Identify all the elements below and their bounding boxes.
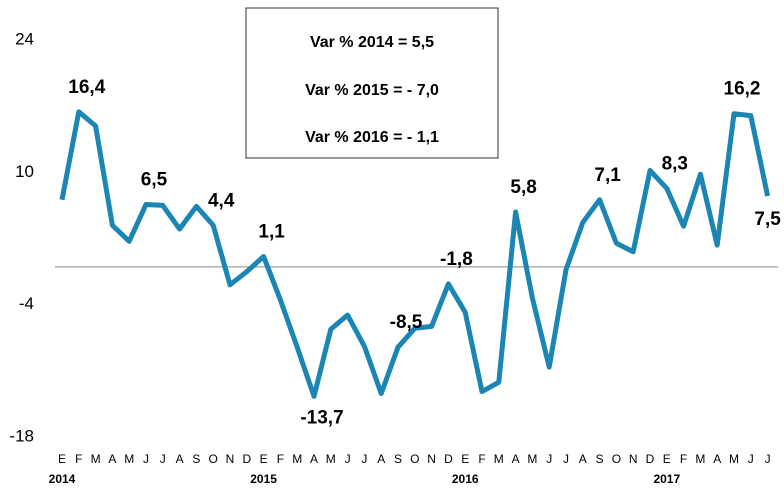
x-tick-label: N [629,452,638,466]
x-tick-label: F [478,452,485,466]
x-tick-label: E [663,452,671,466]
x-tick-label: J [345,452,351,466]
x-tick-label: A [713,452,721,466]
x-tick-label: O [612,452,621,466]
year-label: 2014 [49,472,76,486]
data-label: 4,4 [208,190,235,211]
data-label: -1,8 [440,249,473,270]
x-tick-label: F [75,452,82,466]
x-tick-label: J [361,452,367,466]
x-tick-label: A [108,452,116,466]
y-tick-label: 10 [15,162,34,181]
y-tick-label: 24 [15,29,34,48]
x-tick-label: S [192,452,200,466]
data-label: 7,5 [754,209,781,230]
annotation: Var % 2016 = - 1,1 [305,129,439,146]
year-label: 2016 [452,472,479,486]
data-label: 6,5 [141,169,168,190]
x-tick-label: F [277,452,284,466]
x-tick-label: M [326,452,336,466]
x-tick-label: J [748,452,754,466]
x-tick-label: S [394,452,402,466]
x-tick-label: J [546,452,552,466]
year-label: 2017 [653,472,680,486]
y-tick-label: -18 [9,426,34,445]
x-tick-label: J [143,452,149,466]
x-tick-label: E [260,452,268,466]
annotation: Var % 2014 = 5,5 [310,34,434,51]
x-tick-label: D [646,452,655,466]
x-tick-label: O [209,452,218,466]
x-tick-label: S [596,452,604,466]
x-tick-label: A [176,452,184,466]
data-label: 1,1 [258,221,285,242]
x-tick-label: E [461,452,469,466]
y-tick-label: -4 [19,294,34,313]
data-label: 8,3 [662,153,688,174]
data-label: -13,7 [300,407,343,428]
x-tick-label: A [310,452,318,466]
data-label: 16,2 [724,79,761,100]
x-tick-label: M [292,452,302,466]
x-tick-label: M [91,452,101,466]
x-tick-label: N [427,452,436,466]
x-tick-label: M [729,452,739,466]
year-label: 2015 [250,472,277,486]
x-tick-label: D [444,452,453,466]
data-label: 5,8 [510,177,536,198]
x-tick-label: O [410,452,419,466]
x-tick-label: M [124,452,134,466]
x-tick-label: M [494,452,504,466]
x-tick-label: A [377,452,385,466]
annotation-box [245,7,499,159]
x-tick-label: J [765,452,771,466]
data-label: 16,4 [68,77,105,98]
x-tick-label: D [242,452,251,466]
x-tick-label: M [695,452,705,466]
x-tick-label: F [680,452,687,466]
data-label: 7,1 [594,165,621,186]
x-tick-label: A [579,452,587,466]
line [59,109,771,399]
annotation: Var % 2015 = - 7,0 [305,82,439,99]
x-tick-label: M [527,452,537,466]
x-tick-label: A [512,452,520,466]
data-label: -8,5 [390,312,423,333]
x-tick-label: E [58,452,66,466]
x-tick-label: N [226,452,235,466]
x-tick-label: J [160,452,166,466]
x-tick-label: J [563,452,569,466]
